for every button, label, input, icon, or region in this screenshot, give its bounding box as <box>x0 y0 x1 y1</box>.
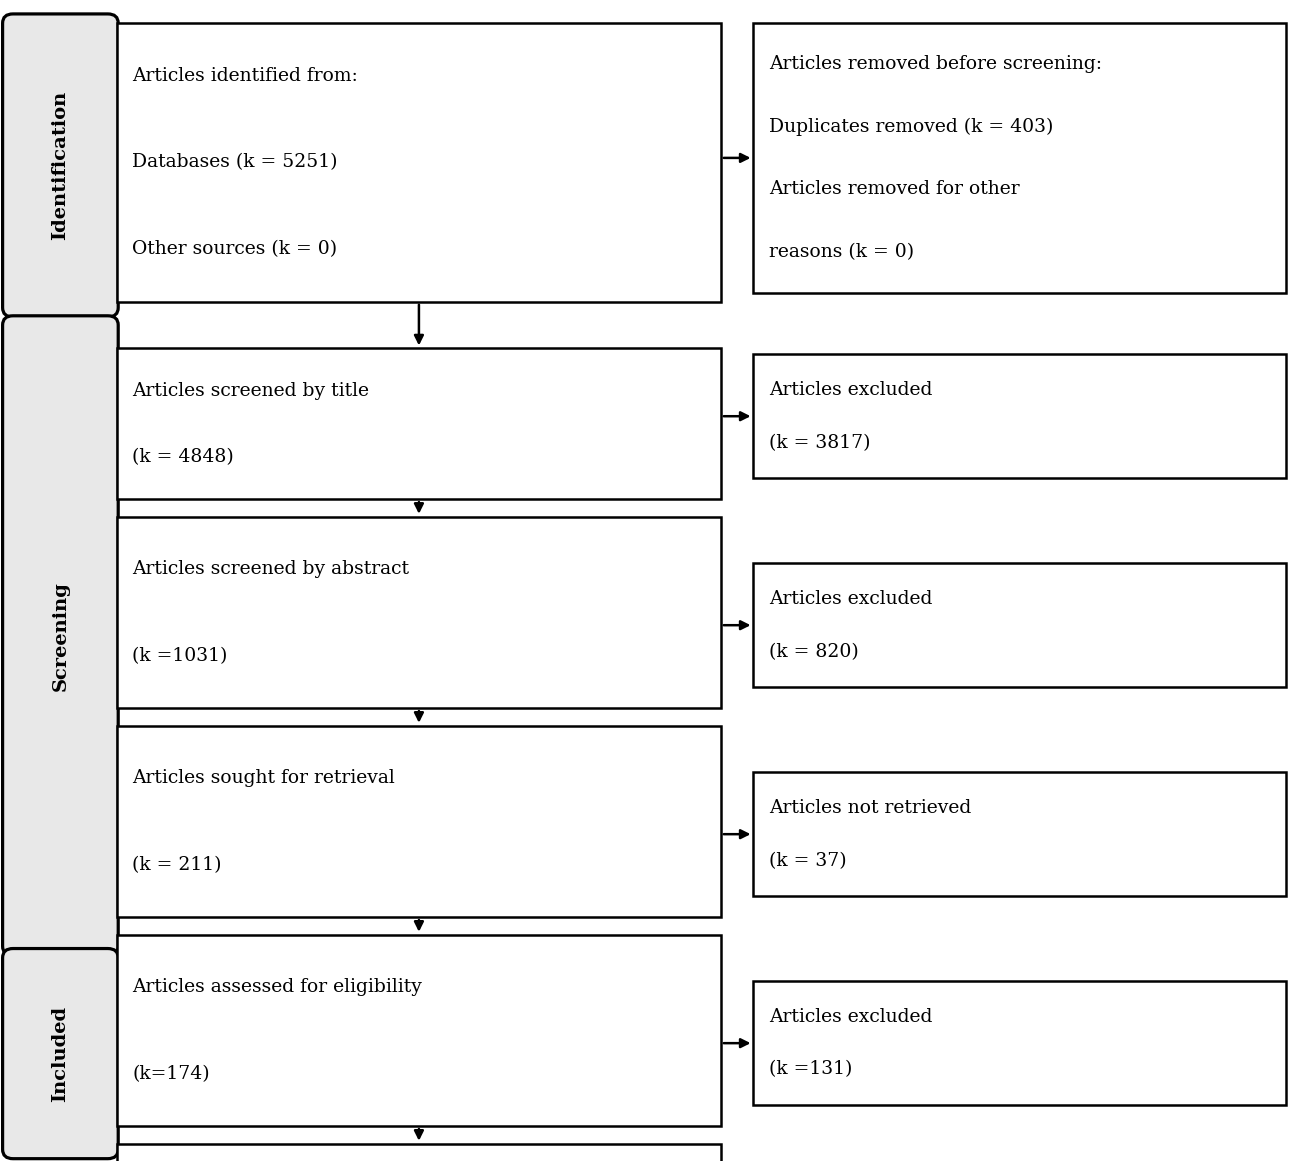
Bar <box>117 935 721 1126</box>
Bar <box>753 981 1286 1105</box>
Text: (k = 3817): (k = 3817) <box>769 433 870 452</box>
Bar <box>753 772 1286 896</box>
Text: Articles removed before screening:: Articles removed before screening: <box>769 55 1102 73</box>
Text: (k =1031): (k =1031) <box>132 647 227 665</box>
Text: Included: Included <box>52 1005 69 1102</box>
FancyBboxPatch shape <box>3 949 118 1159</box>
Text: Databases (k = 5251): Databases (k = 5251) <box>132 153 338 172</box>
Text: Articles screened by title: Articles screened by title <box>132 382 369 399</box>
Text: Articles not retrieved: Articles not retrieved <box>769 799 972 817</box>
Text: Articles excluded: Articles excluded <box>769 590 933 608</box>
Bar <box>117 1144 721 1161</box>
Text: Articles excluded: Articles excluded <box>769 381 933 399</box>
FancyBboxPatch shape <box>3 316 118 956</box>
Bar <box>117 517 721 708</box>
Text: (k = 37): (k = 37) <box>769 851 847 870</box>
Bar <box>753 23 1286 293</box>
Text: (k =131): (k =131) <box>769 1060 852 1079</box>
Text: (k = 211): (k = 211) <box>132 856 222 874</box>
Text: Articles screened by abstract: Articles screened by abstract <box>132 560 409 578</box>
Text: reasons (k = 0): reasons (k = 0) <box>769 243 914 261</box>
Bar <box>117 726 721 917</box>
Text: Articles assessed for eligibility: Articles assessed for eligibility <box>132 978 422 996</box>
Text: Screening: Screening <box>52 580 69 691</box>
Text: Articles sought for retrieval: Articles sought for retrieval <box>132 769 395 787</box>
Text: Articles removed for other: Articles removed for other <box>769 180 1020 199</box>
Bar <box>753 354 1286 478</box>
FancyBboxPatch shape <box>3 14 118 317</box>
Bar <box>117 23 721 302</box>
Text: (k = 820): (k = 820) <box>769 642 859 661</box>
Text: Other sources (k = 0): Other sources (k = 0) <box>132 240 338 258</box>
Text: Articles excluded: Articles excluded <box>769 1008 933 1026</box>
Bar <box>117 348 721 499</box>
Text: (k=174): (k=174) <box>132 1065 210 1083</box>
Text: Identification: Identification <box>52 91 69 240</box>
Text: (k = 4848): (k = 4848) <box>132 448 234 466</box>
Bar <box>753 563 1286 687</box>
Text: Duplicates removed (k = 403): Duplicates removed (k = 403) <box>769 117 1053 136</box>
Text: Articles identified from:: Articles identified from: <box>132 67 359 85</box>
